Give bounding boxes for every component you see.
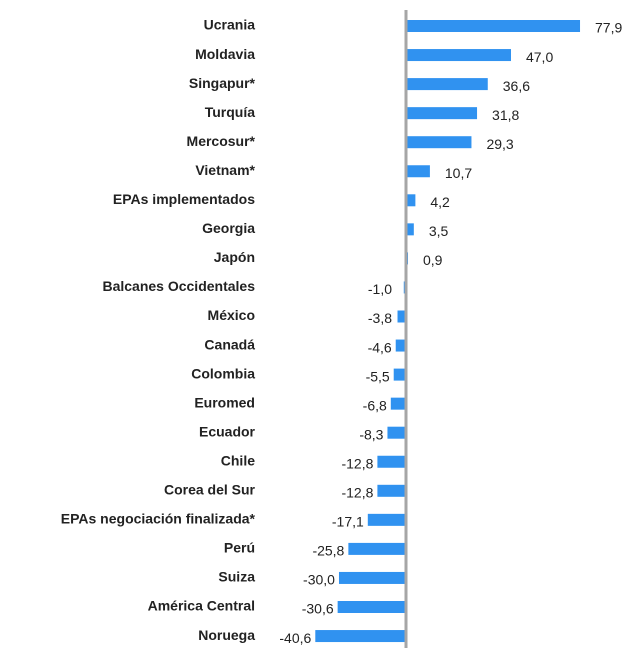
bar xyxy=(377,484,406,497)
bar xyxy=(338,571,406,584)
y-tick-label: Noruega xyxy=(198,627,255,643)
value-label: 0,9 xyxy=(423,252,443,268)
value-label: 10,7 xyxy=(445,165,472,181)
bar xyxy=(387,426,406,439)
bar xyxy=(406,49,511,62)
bar xyxy=(377,455,406,468)
bar xyxy=(390,397,406,410)
value-label: 36,6 xyxy=(503,78,530,94)
bar xyxy=(337,601,406,613)
value-label: -6,8 xyxy=(363,397,387,413)
bar xyxy=(406,223,414,236)
bar xyxy=(348,542,406,555)
value-label: -8,3 xyxy=(359,426,383,442)
y-tick-label: Euromed xyxy=(194,394,255,410)
y-tick-label: Moldavia xyxy=(195,46,255,62)
y-tick-label: Mercosur* xyxy=(187,133,256,149)
y-tick-label: Corea del Sur xyxy=(164,482,256,498)
bar xyxy=(406,20,581,32)
value-label: 29,3 xyxy=(486,136,513,152)
y-tick-label: Turquía xyxy=(205,104,256,120)
value-label: -30,6 xyxy=(302,601,334,617)
value-label: -5,5 xyxy=(366,368,390,384)
value-label: -30,0 xyxy=(303,572,335,588)
y-tick-label: Perú xyxy=(224,540,255,556)
y-tick-label: EPAs negociación finalizada* xyxy=(61,511,256,527)
y-tick-label: Balcanes Occidentales xyxy=(102,278,255,294)
value-label: 4,2 xyxy=(430,194,450,210)
value-label: 3,5 xyxy=(429,223,449,239)
bar xyxy=(406,78,488,91)
bar xyxy=(395,339,406,352)
y-tick-label: Chile xyxy=(221,452,255,468)
y-tick-label: Vietnam* xyxy=(195,162,255,178)
value-label: -12,8 xyxy=(341,485,373,501)
y-tick-label: América Central xyxy=(148,598,255,614)
y-tick-label: Suiza xyxy=(218,569,255,585)
bar xyxy=(406,194,416,207)
y-tick-label: Colombia xyxy=(191,365,255,381)
bar xyxy=(397,310,406,323)
y-tick-label: México xyxy=(208,307,255,323)
y-tick-label: Singapur* xyxy=(189,75,256,91)
y-tick-label: Japón xyxy=(214,249,255,265)
y-tick-label: Ecuador xyxy=(199,423,256,439)
bar xyxy=(406,107,478,120)
value-label: 31,8 xyxy=(492,107,519,123)
value-label: 47,0 xyxy=(526,49,553,65)
value-label: -40,6 xyxy=(279,630,311,646)
value-label: -4,6 xyxy=(368,339,392,355)
bar xyxy=(406,165,430,178)
bar xyxy=(406,136,472,149)
y-tick-label: EPAs implementados xyxy=(113,191,255,207)
value-label: -25,8 xyxy=(312,543,344,559)
value-label: -1,0 xyxy=(368,281,392,297)
bar xyxy=(393,368,406,381)
value-label: -12,8 xyxy=(341,455,373,471)
bar xyxy=(367,513,406,526)
value-label: 77,9 xyxy=(595,20,622,36)
y-tick-label: Canadá xyxy=(204,336,255,352)
y-tick-label: Ucrania xyxy=(204,17,256,33)
y-tick-label: Georgia xyxy=(202,220,255,236)
bar xyxy=(315,630,406,643)
value-label: -17,1 xyxy=(332,514,364,530)
value-label: -3,8 xyxy=(368,310,392,326)
